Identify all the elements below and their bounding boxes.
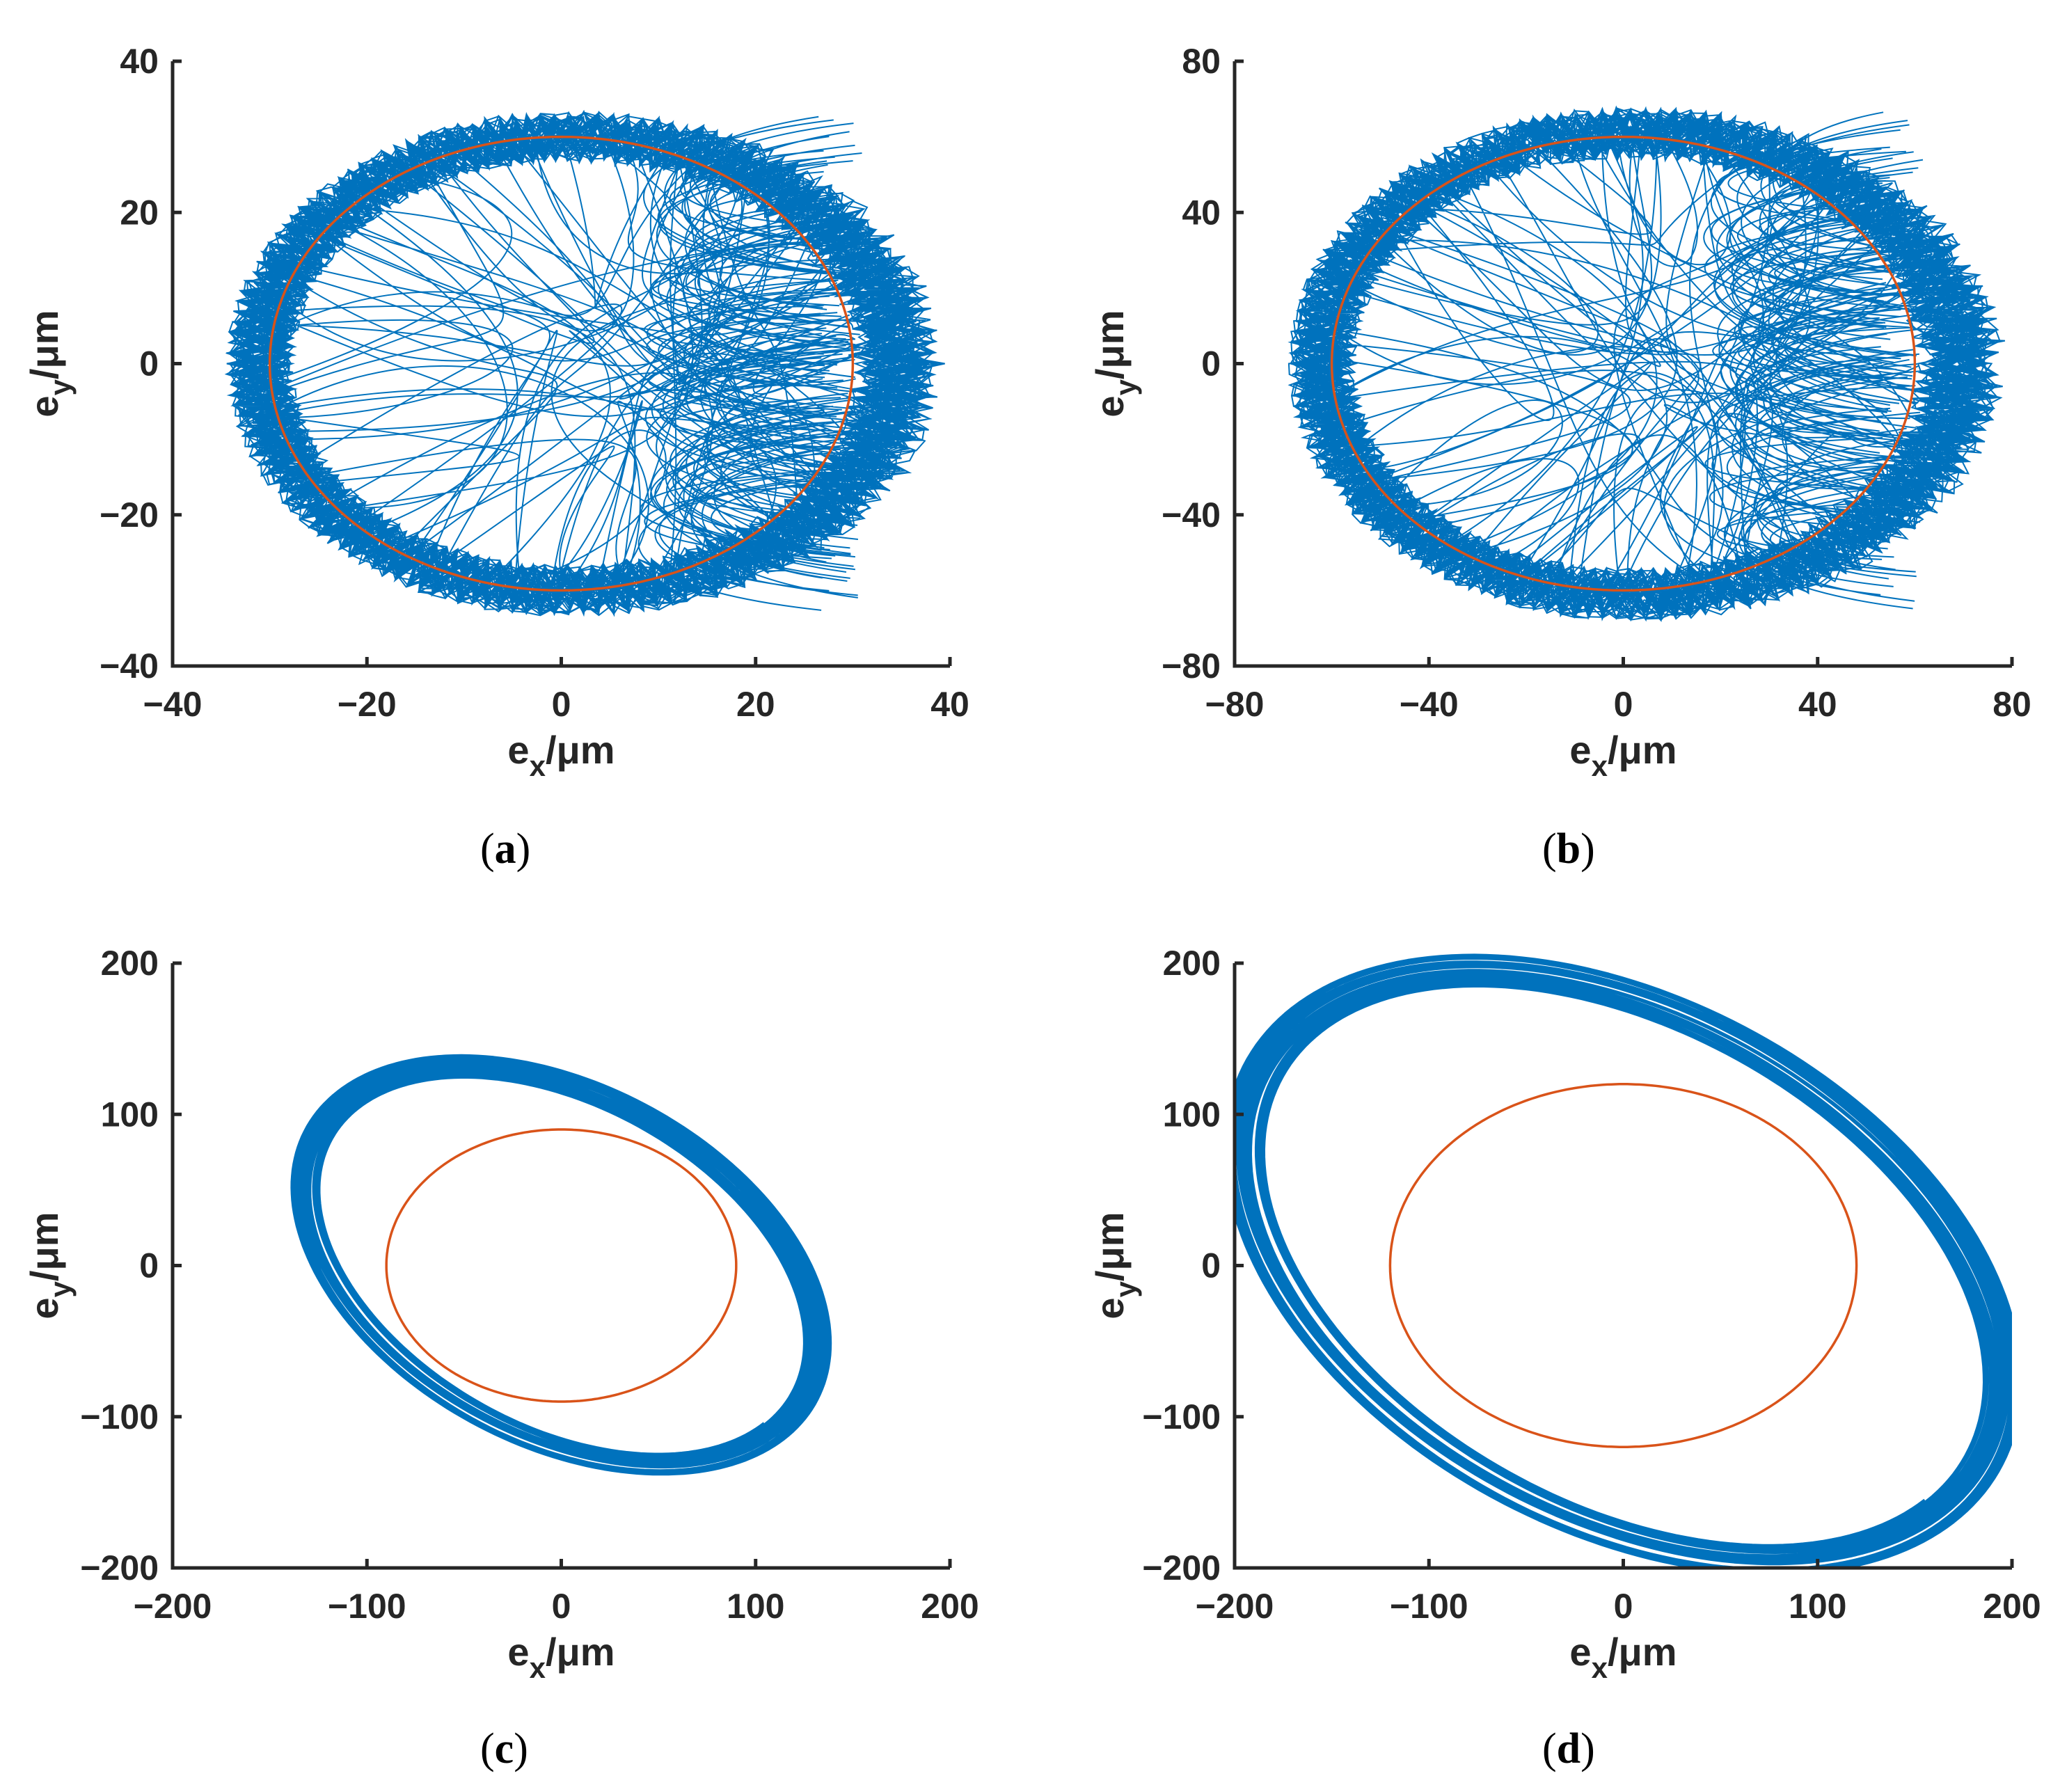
panel-b-chart: −80 −40 0 40 80 −80 −40 0 40 80 ex/μm ey/μm xyxy=(1088,42,2031,782)
panel-a-x-tick-label: 40 xyxy=(930,685,969,724)
panel-b-y-axis-label: ey/μm xyxy=(1088,310,1142,417)
panel-d-x-tick-label: 200 xyxy=(1983,1587,2041,1626)
panel-c-y-tick-label: 100 xyxy=(101,1095,159,1134)
panel-a-x-tick-label: −40 xyxy=(143,685,203,724)
panel-a-y-tick-label: −40 xyxy=(100,647,159,685)
panel-d-axes xyxy=(1233,963,2012,1570)
panel-a-transient-curves xyxy=(267,116,862,611)
panel-c-caption: (c) xyxy=(480,1725,528,1773)
panel-c-series-group xyxy=(290,1054,832,1476)
panel-d-orbit-trajectory xyxy=(1235,953,2012,1568)
panel-b-x-tick-label: 80 xyxy=(1992,685,2031,724)
panel-c-x-tick-label: 0 xyxy=(552,1587,571,1626)
panel-b-x-tick-label: 40 xyxy=(1798,685,1837,724)
panel-d-y-tick-label: 0 xyxy=(1201,1246,1221,1285)
panel-a-trajectory-ring xyxy=(224,109,945,617)
panel-b-x-tick-label: 0 xyxy=(1614,685,1633,724)
panel-b-reference-circle xyxy=(1330,135,1917,592)
panel-d-x-tick-label: 0 xyxy=(1614,1587,1633,1626)
panel-d-x-tick-label: −200 xyxy=(1196,1587,1274,1626)
panel-a-x-axis-label: ex/μm xyxy=(507,728,615,782)
panel-c-y-tick-label: 0 xyxy=(139,1246,159,1285)
panel-c-y-tick-label: −100 xyxy=(80,1397,159,1436)
panel-d-y-tick-label: 200 xyxy=(1163,944,1221,983)
panel-c-y-tick-label: −200 xyxy=(80,1548,159,1587)
panel-a-y-tick-label: −20 xyxy=(100,495,159,534)
panel-d-x-tick-label: 100 xyxy=(1789,1587,1846,1626)
panel-c-x-tick-label: −200 xyxy=(134,1587,212,1626)
panel-b-trajectory-ring xyxy=(1288,105,2006,622)
panel-c-chart: −200 −100 0 100 200 −200 −100 0 100 200 ex/μm ey/μm xyxy=(22,944,979,1684)
panel-d-y-tick-label: 100 xyxy=(1163,1095,1221,1134)
panel-b-y-tick-label: −80 xyxy=(1162,647,1221,685)
panel-a-series-group xyxy=(224,109,945,617)
panel-b-y-tick-label: −40 xyxy=(1162,495,1221,534)
panel-b-y-tick-label: 80 xyxy=(1182,42,1221,81)
panel-d-series-group xyxy=(1235,953,2012,1568)
panel-c-y-tick-label: 200 xyxy=(101,944,159,983)
panel-c-plot-area: −200 −100 0 100 200 −200 −100 0 100 200 ex/μm ey/μm xyxy=(22,944,979,1684)
panel-c-x-axis-label: ex/μm xyxy=(507,1630,615,1684)
panel-c-x-tick-label: 100 xyxy=(727,1587,784,1626)
panel-d-y-axis-label: ey/μm xyxy=(1088,1212,1142,1319)
panel-a-y-axis-label: ey/μm xyxy=(22,310,77,417)
panel-c-y-axis-label: ey/μm xyxy=(22,1212,77,1319)
panel-b-transient-curves xyxy=(1328,111,1925,610)
panel-a-x-tick-label: 20 xyxy=(736,685,775,724)
panel-b-x-axis-label: ex/μm xyxy=(1569,728,1677,782)
panel-d-y-tick-label: −100 xyxy=(1142,1397,1221,1436)
panel-c-orbit-trajectory xyxy=(290,1054,832,1476)
panel-b-caption: (b) xyxy=(1542,825,1595,873)
panel-a-y-tick-label: 20 xyxy=(120,193,159,232)
panel-b-y-tick-label: 0 xyxy=(1201,344,1221,383)
panel-d-x-tick-label: −100 xyxy=(1390,1587,1468,1626)
panel-c-x-tick-label: 200 xyxy=(921,1587,978,1626)
panel-a-plot-area: −40 −20 0 20 40 −40 −20 0 20 40 ex/μm ey/μm xyxy=(22,42,969,782)
panel-a-caption: (a) xyxy=(480,825,531,873)
panel-b-y-tick-label: 40 xyxy=(1182,193,1221,232)
panel-a-x-tick-label: 0 xyxy=(552,685,571,724)
panel-c-reference-circle xyxy=(385,1128,738,1403)
panel-d-x-axis-label: ex/μm xyxy=(1569,1630,1677,1684)
panel-a-y-tick-label: 0 xyxy=(139,344,159,383)
panel-b-plot-area: −80 −40 0 40 80 −80 −40 0 40 80 ex/μm ey/μm xyxy=(1088,42,2031,782)
panel-b-series-group xyxy=(1288,105,2006,622)
panel-b-x-tick-label: −80 xyxy=(1205,685,1265,724)
panel-a-chart: −40 −20 0 20 40 −40 −20 0 20 40 ex/μm ey/μm xyxy=(22,42,969,782)
panel-d-caption: (d) xyxy=(1542,1725,1595,1773)
panel-d-plot-area: −200 −100 0 100 200 −200 −100 0 100 200 ex/μm ey/μm xyxy=(1088,944,2041,1684)
panel-d-reference-circle xyxy=(1388,1083,1858,1448)
panel-a-reference-circle xyxy=(268,135,855,592)
panel-a-x-tick-label: −20 xyxy=(338,685,397,724)
panel-d-y-tick-label: −200 xyxy=(1142,1548,1221,1587)
panel-a-y-tick-label: 40 xyxy=(120,42,159,81)
panel-c-axes xyxy=(171,963,950,1570)
panel-d-chart: −200 −100 0 100 200 −200 −100 0 100 200 ex/μm ey/μm xyxy=(1088,944,2041,1684)
panel-b-x-tick-label: −40 xyxy=(1400,685,1459,724)
panel-c-x-tick-label: −100 xyxy=(328,1587,406,1626)
